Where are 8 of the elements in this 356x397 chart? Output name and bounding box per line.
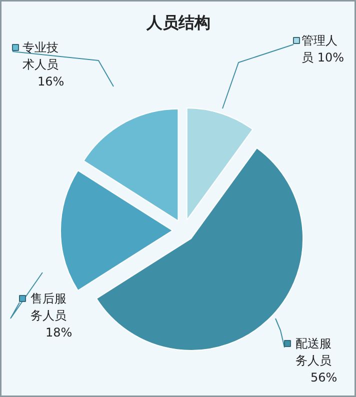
legend-label: 售后服务人员 [30, 292, 66, 322]
data-label: 56% [310, 370, 338, 384]
legend-label: 专业技术人员 [22, 40, 58, 72]
data-label: 16% [38, 74, 64, 88]
legend-label: 配送服务人员 [296, 336, 332, 368]
data-label: 18% [46, 326, 72, 340]
legend-label: 管理人员 10% [302, 34, 344, 64]
chart-title: 人员结构 [146, 13, 210, 32]
